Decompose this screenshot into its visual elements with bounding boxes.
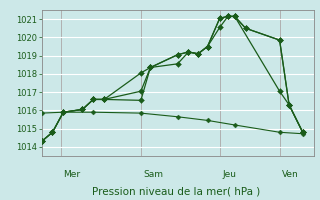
Text: Jeu: Jeu — [222, 170, 236, 179]
Text: Pression niveau de la mer( hPa ): Pression niveau de la mer( hPa ) — [92, 186, 260, 196]
Text: Mer: Mer — [63, 170, 81, 179]
Text: Ven: Ven — [282, 170, 299, 179]
Text: Sam: Sam — [144, 170, 164, 179]
